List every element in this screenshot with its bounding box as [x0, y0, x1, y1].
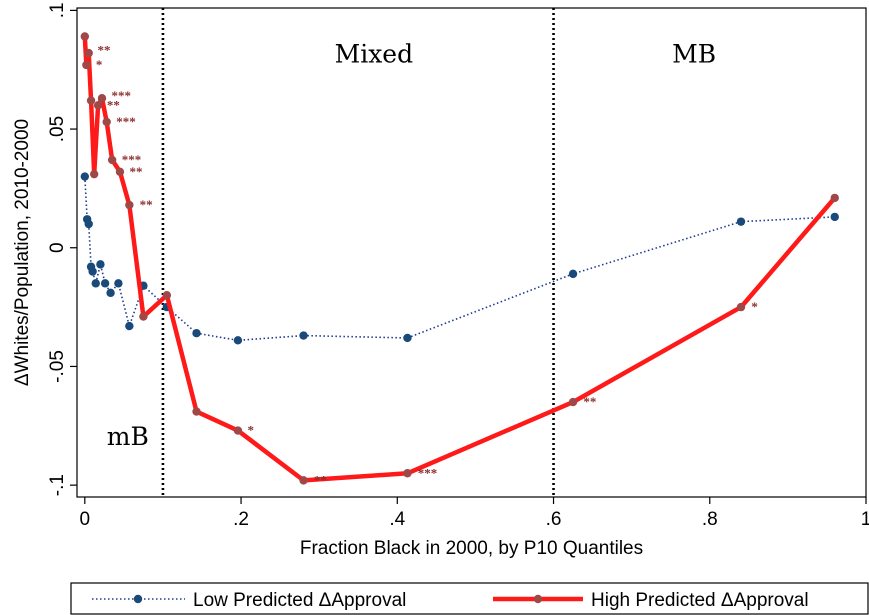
data-point — [192, 407, 201, 416]
legend: Low Predicted ΔApproval High Predicted ΔA… — [70, 582, 869, 615]
y-tick-label: .05 — [47, 116, 68, 142]
data-point — [233, 336, 243, 345]
data-point — [107, 155, 117, 165]
data-point — [568, 397, 578, 407]
x-axis-title: Fraction Black in 2000, by P10 Quantiles — [300, 538, 643, 559]
data-point — [403, 333, 412, 343]
data-point — [830, 212, 839, 222]
significance-label: ** — [107, 97, 120, 112]
data-point — [114, 279, 123, 288]
legend-label-high: High Predicted ΔApproval — [591, 590, 809, 611]
significance-label: *** — [122, 152, 142, 167]
data-point — [125, 200, 134, 210]
series-line-0 — [84, 176, 835, 342]
data-point — [89, 169, 99, 179]
x-tick-label: .2 — [233, 509, 249, 530]
x-tick-label: 0 — [80, 509, 91, 530]
significance-label: ** — [140, 197, 153, 212]
data-point — [568, 269, 578, 279]
data-point — [299, 476, 308, 485]
significance-label: * — [247, 423, 254, 438]
data-point — [91, 279, 100, 288]
data-point — [299, 331, 308, 340]
x-tick-label: .6 — [546, 509, 562, 530]
region-label: MB — [672, 40, 716, 69]
data-point — [403, 469, 412, 478]
plot-area: 0 .2 .4 .6 .8 1 -.1 -.05 0 .05 .1 Fraction Black in… — [12, 2, 869, 559]
data-point — [115, 167, 125, 176]
significance-label: ** — [97, 43, 110, 58]
y-tick-label: -.05 — [47, 350, 68, 383]
data-point — [80, 172, 90, 181]
data-point — [82, 60, 91, 70]
region-label: Mixed — [335, 40, 414, 69]
data-point — [106, 288, 115, 298]
legend-marker-low — [133, 594, 143, 604]
significance-label: *** — [112, 88, 132, 103]
data-point — [86, 96, 96, 105]
x-tick-label: .4 — [389, 509, 405, 530]
x-tick-label: .8 — [702, 509, 718, 530]
data-point — [80, 32, 90, 41]
data-point — [139, 312, 148, 321]
legend-marker-high — [533, 594, 543, 604]
significance-label: * — [751, 299, 758, 314]
significance-label: *** — [418, 465, 438, 480]
data-point — [125, 321, 134, 331]
plot-frame — [76, 7, 867, 498]
y-tick-label: -.1 — [47, 474, 68, 496]
significance-label: * — [96, 57, 103, 72]
data-point — [96, 260, 105, 269]
data-point — [162, 291, 172, 300]
data-point — [192, 329, 201, 338]
y-tick-label: 0 — [47, 242, 68, 253]
x-tick-label: 1 — [861, 509, 869, 530]
data-point — [233, 426, 243, 435]
data-point — [830, 193, 839, 203]
data-point — [102, 117, 111, 127]
significance-label: ** — [314, 472, 327, 487]
data-point — [736, 217, 746, 226]
legend-label-low: Low Predicted ΔApproval — [193, 590, 406, 611]
data-point — [736, 302, 746, 312]
legend-box — [70, 582, 869, 615]
region-label: mB — [107, 422, 149, 451]
y-axis-title: ΔWhites/Population, 2010-2000 — [12, 119, 33, 386]
data-point — [97, 94, 107, 103]
y-tick-label: .1 — [47, 2, 68, 18]
data-point — [93, 101, 103, 110]
significance-label: ** — [583, 394, 596, 409]
significance-label: *** — [116, 114, 136, 129]
data-point — [84, 48, 93, 58]
data-point — [84, 219, 93, 229]
data-point — [88, 267, 97, 276]
data-point — [100, 279, 110, 288]
significance-label: ** — [130, 164, 143, 179]
series-line-1 — [82, 36, 837, 483]
